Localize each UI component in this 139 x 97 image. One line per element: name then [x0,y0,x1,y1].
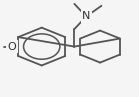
Text: N: N [82,11,90,22]
Text: O: O [8,42,16,52]
